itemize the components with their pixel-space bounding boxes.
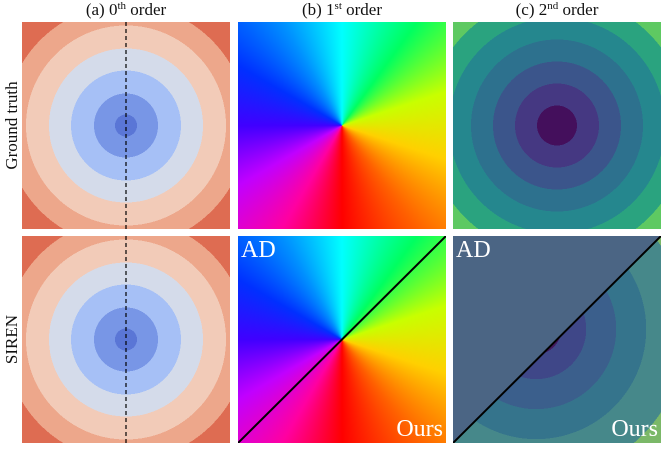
title-text: (c) 2 xyxy=(515,0,548,19)
column-title: (b) 1st order xyxy=(238,0,446,20)
row-label: Ground truth xyxy=(2,81,21,170)
panel-second-gt xyxy=(453,22,661,229)
panel-zeroth-siren xyxy=(22,236,230,443)
panel-second-siren: AD Ours xyxy=(453,236,661,443)
title-text: order xyxy=(558,0,599,19)
panel-label: AD xyxy=(456,237,491,263)
title-text: order xyxy=(126,0,167,19)
overlay xyxy=(238,236,446,443)
title-text: order xyxy=(341,0,383,19)
title-sup: th xyxy=(117,0,127,12)
title-text: (b) 1 xyxy=(301,0,335,19)
panel-first-siren: AD Ours xyxy=(238,236,446,443)
title-text: (a) 0 xyxy=(85,0,118,19)
panel-label: Ours xyxy=(396,416,443,442)
overlay xyxy=(125,22,127,229)
title-sup: st xyxy=(334,0,342,12)
panel-label: Ours xyxy=(611,416,658,442)
overlay xyxy=(453,236,661,443)
panel-zeroth-gt xyxy=(22,22,230,229)
overlay xyxy=(125,236,127,443)
title-sup: nd xyxy=(547,0,559,12)
diagonal-line xyxy=(238,236,446,443)
panel-first-gt xyxy=(238,22,446,229)
row-label: SIREN xyxy=(2,314,21,365)
column-title: (c) 2nd order xyxy=(453,0,661,20)
panel-label: AD xyxy=(241,237,276,263)
column-title: (a) 0th order xyxy=(22,0,230,20)
diagonal-line xyxy=(453,236,661,443)
